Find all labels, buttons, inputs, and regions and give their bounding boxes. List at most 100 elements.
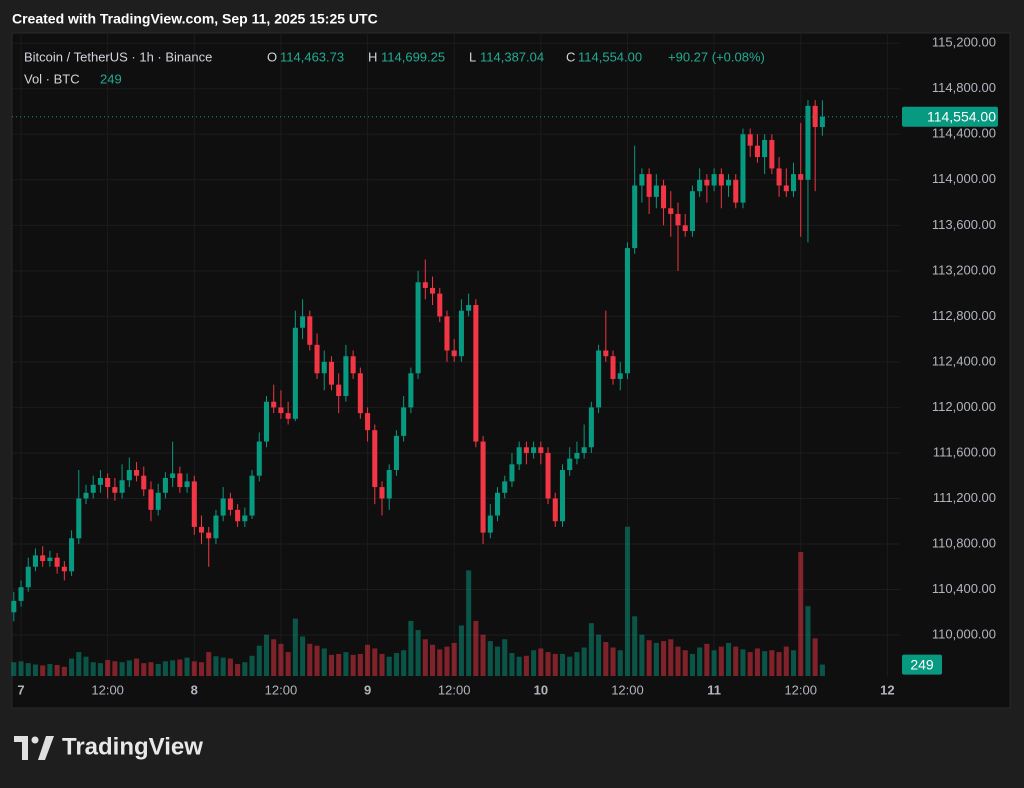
volume-bar xyxy=(105,659,111,676)
candle-body xyxy=(365,413,371,431)
x-tick-label: 12:00 xyxy=(265,682,298,697)
volume-bar xyxy=(603,642,609,676)
volume-bar xyxy=(805,606,811,676)
candle-body xyxy=(733,179,739,203)
volume-bar xyxy=(285,652,291,676)
y-tick-label: 114,000.00 xyxy=(932,171,996,186)
candle-body xyxy=(596,350,602,408)
volume-bar xyxy=(328,654,334,676)
candle-body xyxy=(624,248,630,374)
volume-bar xyxy=(386,656,392,676)
candle-body xyxy=(249,475,255,516)
volume-bar xyxy=(343,652,349,676)
y-tick-label: 113,200.00 xyxy=(932,262,996,277)
candle-body xyxy=(162,477,168,493)
candle-body xyxy=(307,316,313,345)
candle-body xyxy=(126,470,132,481)
candle-body xyxy=(256,441,262,476)
volume-bar xyxy=(184,657,190,676)
volume-bar xyxy=(559,653,566,676)
volume-bar xyxy=(646,640,652,676)
volume-bar xyxy=(249,655,255,676)
candle-body xyxy=(379,487,385,499)
volume-bar xyxy=(790,650,797,676)
volume-bar xyxy=(610,647,616,676)
volume-bar xyxy=(119,662,125,676)
y-tick-label: 114,400.00 xyxy=(932,126,996,141)
volume-bar xyxy=(466,570,472,676)
x-tick-label: 11 xyxy=(707,682,721,697)
legend-value: 114,699.25 xyxy=(381,49,445,64)
y-tick-label: 110,800.00 xyxy=(932,535,996,550)
volume-bar xyxy=(812,638,818,676)
volume-bar xyxy=(408,620,414,676)
volume-bar xyxy=(170,660,176,676)
candle-body xyxy=(90,484,96,493)
candle-body xyxy=(538,447,544,453)
candle-body xyxy=(682,225,688,232)
candle-body xyxy=(610,356,616,379)
candle-body xyxy=(466,304,472,311)
candle-body xyxy=(790,174,797,192)
candle-body xyxy=(97,477,103,485)
volume-bar xyxy=(422,639,428,676)
candle-body xyxy=(235,509,241,522)
volume-bar xyxy=(718,646,724,676)
volume-bar xyxy=(365,644,371,676)
volume-bar xyxy=(538,648,544,676)
volume-bar xyxy=(256,645,262,676)
volume-bar xyxy=(661,641,667,676)
volume-bar xyxy=(18,661,24,676)
candle-body xyxy=(567,458,573,471)
volume-bar xyxy=(263,634,270,676)
chart-area xyxy=(11,32,1011,709)
volume-bar xyxy=(235,664,241,676)
volume-bar xyxy=(220,657,226,676)
legend-key: H xyxy=(368,49,377,64)
legend-key: L xyxy=(469,49,476,64)
volume-bar xyxy=(206,652,212,676)
volume-bar xyxy=(271,639,277,676)
candle-body xyxy=(430,287,436,294)
candle-body xyxy=(704,179,710,186)
candle-body xyxy=(328,361,334,385)
candle-body xyxy=(155,492,161,510)
candle-body xyxy=(83,492,89,499)
candle-body xyxy=(148,489,154,510)
last-price-label: 114,554.00 xyxy=(927,108,996,124)
candle-body xyxy=(119,480,125,493)
legend-key: C xyxy=(566,49,575,64)
legend-value: 114,387.04 xyxy=(480,49,544,64)
candle-body xyxy=(76,498,82,539)
volume-bar xyxy=(762,651,768,676)
volume-bar xyxy=(574,652,580,676)
volume-bar xyxy=(639,634,645,676)
volume-value-box xyxy=(902,654,942,675)
created-note: Created with TradingView.com, Sep 11, 20… xyxy=(12,11,378,27)
volume-bar xyxy=(300,636,306,676)
candle-body xyxy=(415,282,421,374)
volume-bar xyxy=(97,663,103,676)
candle-body xyxy=(285,413,291,419)
volume-bar xyxy=(596,634,602,676)
volume-bar xyxy=(480,634,486,676)
legend-value: 114,554.00 xyxy=(578,49,642,64)
volume-bar xyxy=(155,664,161,676)
x-tick-label: 8 xyxy=(191,682,198,697)
candle-body xyxy=(350,356,356,374)
candle-body xyxy=(213,515,219,539)
volume-bar xyxy=(126,660,132,676)
candle-body xyxy=(18,587,24,601)
last-price-box xyxy=(902,106,998,127)
x-tick-label: 7 xyxy=(17,682,24,697)
candle-body xyxy=(300,316,306,328)
candle-body xyxy=(357,373,363,414)
candle-body xyxy=(263,401,270,442)
volume-bar xyxy=(487,641,493,676)
volume-bar xyxy=(177,659,183,676)
candle-body xyxy=(386,470,392,499)
candle-body xyxy=(401,407,407,436)
candle-body xyxy=(437,293,443,317)
